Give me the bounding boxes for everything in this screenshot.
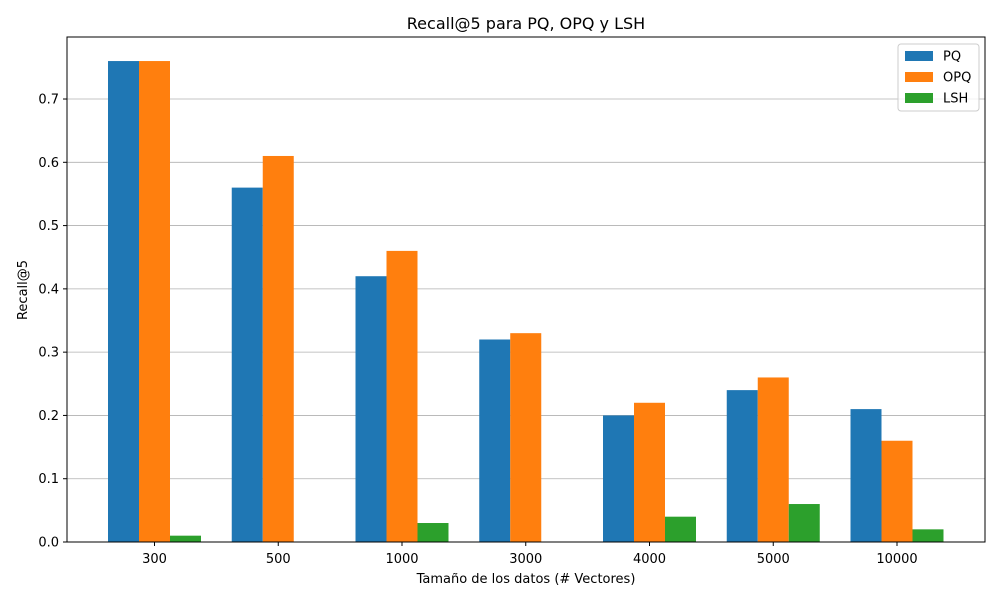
- bar-opq-4000: [634, 402, 665, 542]
- x-tick-label: 300: [142, 552, 167, 567]
- bar-pq-5000: [726, 390, 758, 542]
- bar-opq-500: [262, 155, 294, 543]
- y-tick-label: 0.5: [38, 219, 59, 234]
- y-axis-label: Recall@5: [16, 260, 31, 320]
- x-axis-ticks: 300 500 1000 3000 4000 5000 10000: [142, 542, 918, 567]
- x-tick-label: 10000: [876, 552, 917, 567]
- x-axis-label: Tamaño de los datos (# Vectores): [416, 572, 636, 587]
- bar-opq-10000: [881, 440, 913, 542]
- bar-pq-3000: [479, 339, 511, 542]
- legend-label-pq: PQ: [943, 50, 961, 65]
- y-tick-label: 0.0: [38, 536, 59, 551]
- x-tick-label: 500: [266, 552, 291, 567]
- x-tick-label: 1000: [385, 552, 418, 567]
- x-tick-label: 5000: [757, 552, 790, 567]
- legend: PQ OPQ LSH: [897, 43, 980, 112]
- y-axis-ticks: 0.0 0.1 0.2 0.3 0.4 0.5 0.6 0.7: [38, 93, 67, 551]
- bar-pq-500: [231, 187, 263, 543]
- bar-lsh-5000: [788, 504, 820, 542]
- bar-pq-4000: [603, 415, 634, 542]
- legend-label-opq: OPQ: [943, 71, 971, 86]
- bar-lsh-1000: [417, 523, 449, 542]
- y-tick-label: 0.2: [38, 409, 59, 424]
- legend-swatch-opq: [905, 72, 933, 82]
- y-tick-label: 0.6: [38, 156, 59, 171]
- bar-opq-300: [139, 61, 170, 543]
- chart-title: Recall@5 para PQ, OPQ y LSH: [407, 14, 645, 33]
- bar-pq-10000: [850, 409, 882, 542]
- x-tick-label: 3000: [509, 552, 542, 567]
- y-tick-label: 0.3: [38, 346, 59, 361]
- y-tick-label: 0.7: [38, 93, 59, 108]
- bar-lsh-300: [170, 535, 201, 542]
- y-tick-label: 0.4: [38, 282, 59, 297]
- legend-label-lsh: LSH: [943, 92, 968, 107]
- bar-pq-1000: [355, 276, 387, 542]
- y-tick-label: 0.1: [38, 472, 59, 487]
- bar-opq-5000: [757, 377, 789, 542]
- legend-swatch-lsh: [905, 93, 933, 103]
- bar-opq-3000: [510, 333, 542, 542]
- bar-pq-300: [108, 61, 139, 543]
- x-tick-label: 4000: [633, 552, 666, 567]
- bars: [108, 61, 944, 543]
- legend-swatch-pq: [905, 51, 933, 61]
- bar-lsh-10000: [912, 529, 944, 542]
- bar-lsh-4000: [665, 516, 696, 542]
- bar-opq-1000: [386, 250, 418, 542]
